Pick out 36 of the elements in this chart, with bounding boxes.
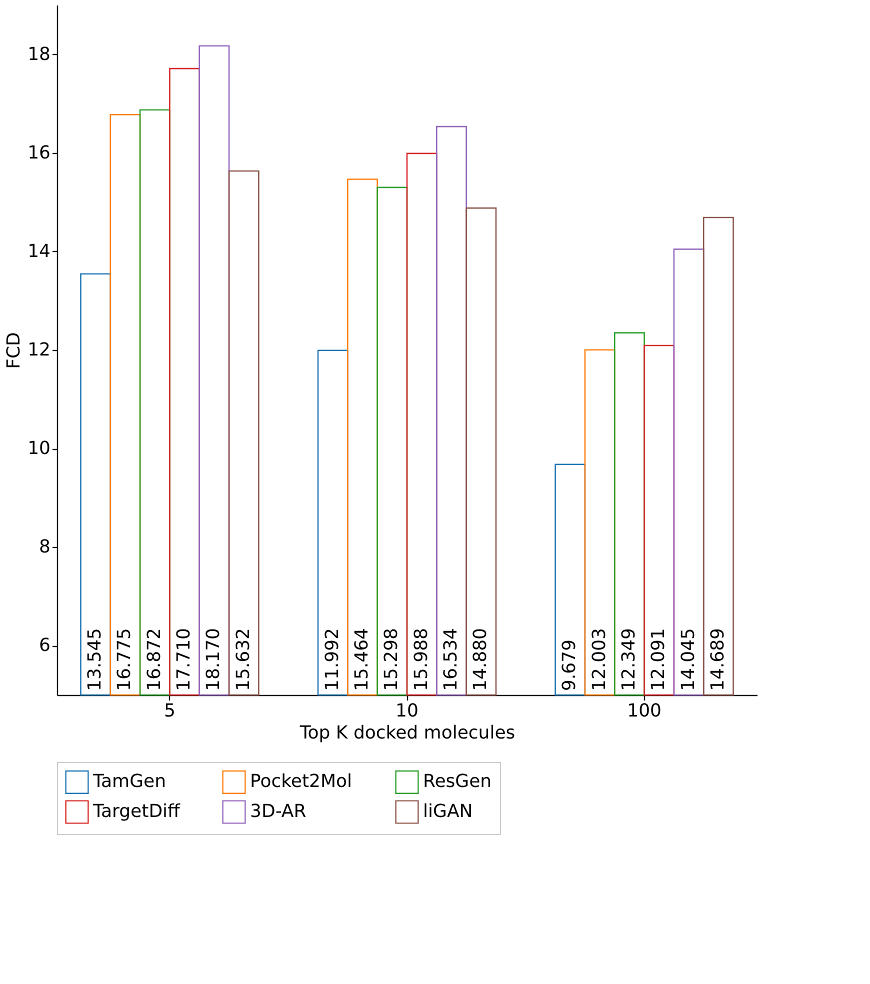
legend-label: ResGen — [423, 771, 492, 792]
data-label: 16.775 — [114, 628, 136, 691]
data-label: 17.710 — [174, 628, 195, 691]
data-label: 12.349 — [618, 628, 640, 691]
data-label: 15.464 — [352, 628, 373, 691]
y-tick-label: 8 — [39, 536, 50, 558]
x-tick-label: 100 — [627, 700, 662, 722]
legend-label: TamGen — [92, 771, 166, 792]
data-label: 13.545 — [84, 628, 106, 691]
data-label: 14.689 — [707, 628, 728, 691]
x-tick-label: 10 — [396, 700, 418, 722]
x-tick-label: 5 — [164, 700, 176, 722]
legend-label: 3D-AR — [250, 801, 306, 822]
x-axis-title: Top K docked molecules — [298, 722, 516, 744]
data-label: 11.992 — [322, 628, 343, 691]
y-tick-label: 16 — [28, 142, 50, 164]
y-tick-label: 12 — [28, 340, 50, 360]
data-label: 18.170 — [203, 628, 224, 691]
data-label: 16.872 — [144, 628, 165, 691]
data-label: 16.534 — [440, 628, 462, 691]
legend-label: TargetDiff — [92, 801, 181, 822]
data-label: 14.045 — [678, 628, 699, 691]
data-label: 9.679 — [559, 639, 580, 691]
data-label: 15.988 — [410, 628, 432, 691]
legend-label: Pocket2Mol — [250, 771, 352, 792]
y-tick-label: 14 — [28, 240, 50, 262]
data-label: 15.298 — [381, 628, 402, 691]
y-tick-label: 18 — [28, 44, 50, 65]
y-tick-label: 6 — [39, 635, 50, 656]
data-label: 12.091 — [648, 628, 670, 691]
legend-label: liGAN — [423, 801, 473, 822]
data-label: 15.632 — [232, 628, 254, 691]
data-label: 14.880 — [470, 628, 492, 691]
y-tick-label: 10 — [28, 438, 50, 460]
data-label: 12.003 — [588, 628, 610, 691]
y-axis-title: FCD — [4, 332, 25, 369]
